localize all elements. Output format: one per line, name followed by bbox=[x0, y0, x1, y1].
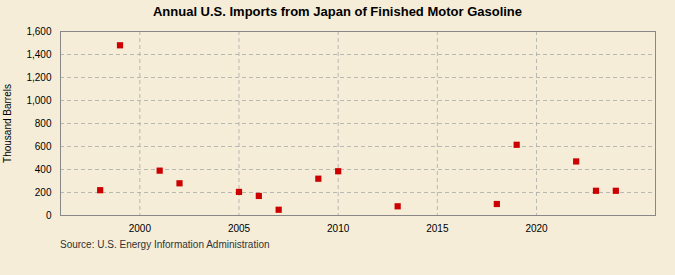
svg-text:1,000: 1,000 bbox=[26, 95, 51, 106]
svg-text:2005: 2005 bbox=[228, 223, 251, 234]
svg-text:800: 800 bbox=[35, 118, 52, 129]
svg-text:200: 200 bbox=[35, 187, 52, 198]
svg-text:1,600: 1,600 bbox=[26, 26, 51, 37]
svg-text:1,400: 1,400 bbox=[26, 49, 51, 60]
html-text:Source: U.S. Energy Informatio: Source: U.S. Energy Information Administ… bbox=[60, 239, 270, 250]
svg-text:2020: 2020 bbox=[525, 223, 548, 234]
svg-text:600: 600 bbox=[35, 141, 52, 152]
svg-text:2015: 2015 bbox=[426, 223, 449, 234]
html-text:Annual U.S. Imports from Japan: Annual U.S. Imports from Japan of Finish… bbox=[153, 4, 522, 19]
svg-text:2000: 2000 bbox=[129, 223, 152, 234]
svg-text:400: 400 bbox=[35, 164, 52, 175]
svg-text:1,200: 1,200 bbox=[26, 72, 51, 83]
svg-text:0: 0 bbox=[46, 210, 52, 221]
svg-text:2010: 2010 bbox=[327, 223, 350, 234]
svg-text:Thousand Barrels: Thousand Barrels bbox=[2, 84, 13, 163]
